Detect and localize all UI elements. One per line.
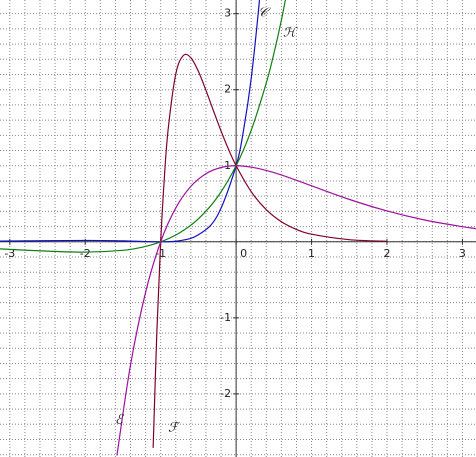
x-tick-label: 3 — [459, 247, 466, 260]
curve-label: 𝒞 — [258, 6, 271, 21]
x-tick-label: 0 — [240, 247, 247, 260]
x-tick-label: -3 — [4, 247, 15, 260]
curve — [0, 0, 261, 243]
labels: 𝒞ℋ ℱ ℰ — [115, 6, 298, 436]
curve — [0, 0, 286, 253]
curve-label: ℰ — [115, 413, 124, 428]
curve — [116, 165, 476, 456]
y-tick-label: 3 — [224, 7, 231, 20]
x-tick-label: 2 — [383, 247, 390, 260]
y-tick-label: 1 — [224, 159, 231, 172]
curve — [152, 53, 388, 448]
y-tick-label: 2 — [224, 83, 231, 96]
curve-label: ℱ — [168, 421, 181, 436]
x-tick-label: 1 — [308, 247, 315, 260]
y-tick-label: -2 — [220, 387, 231, 400]
y-tick-label: -1 — [220, 311, 231, 324]
x-tick-label: -2 — [80, 247, 91, 260]
curve-label: ℋ — [283, 26, 298, 41]
